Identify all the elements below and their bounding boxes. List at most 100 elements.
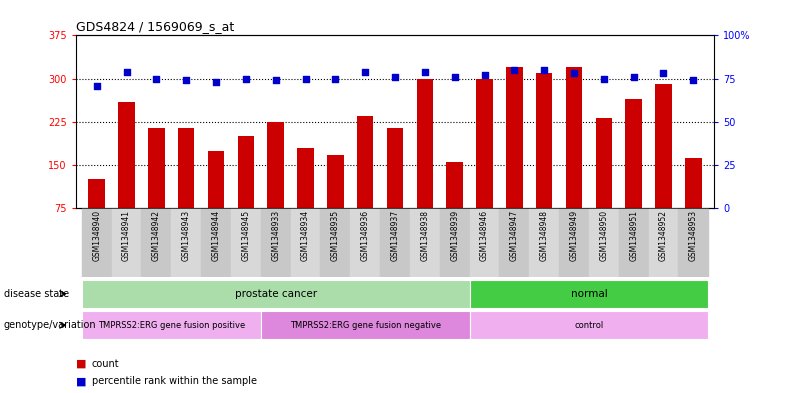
Bar — [298, 148, 314, 208]
Point — [359, 68, 372, 75]
Bar — [172, 208, 201, 277]
Point — [210, 79, 223, 85]
Point — [478, 72, 491, 78]
Point — [299, 75, 312, 82]
Bar — [500, 208, 529, 277]
Point — [508, 67, 521, 73]
Text: GSM1348947: GSM1348947 — [510, 210, 519, 261]
Bar — [410, 208, 440, 277]
Text: GSM1348939: GSM1348939 — [450, 210, 459, 261]
Point — [389, 74, 401, 80]
Text: normal: normal — [571, 289, 607, 299]
Bar — [178, 128, 195, 208]
Bar — [81, 208, 112, 277]
Text: genotype/variation: genotype/variation — [4, 320, 97, 330]
Text: GSM1348950: GSM1348950 — [599, 210, 608, 261]
Bar — [387, 128, 403, 208]
Bar — [566, 67, 583, 208]
Text: GSM1348940: GSM1348940 — [93, 210, 101, 261]
Bar — [469, 208, 500, 277]
Text: prostate cancer: prostate cancer — [235, 289, 317, 299]
Bar — [118, 102, 135, 208]
Bar — [89, 180, 105, 208]
Bar — [231, 208, 261, 277]
Text: GSM1348935: GSM1348935 — [331, 210, 340, 261]
Text: count: count — [92, 358, 120, 369]
Bar — [148, 128, 164, 208]
Bar — [446, 162, 463, 208]
Bar — [417, 79, 433, 208]
Bar — [267, 122, 284, 208]
Bar — [678, 208, 709, 277]
Text: GSM1348944: GSM1348944 — [211, 210, 220, 261]
Text: GSM1348936: GSM1348936 — [361, 210, 369, 261]
Text: GSM1348949: GSM1348949 — [570, 210, 579, 261]
Bar — [321, 208, 350, 277]
Text: GSM1348953: GSM1348953 — [689, 210, 697, 261]
Text: GSM1348942: GSM1348942 — [152, 210, 161, 261]
Point — [538, 67, 551, 73]
Text: GSM1348952: GSM1348952 — [659, 210, 668, 261]
Bar — [261, 208, 290, 277]
Bar — [536, 73, 552, 208]
Bar — [238, 136, 254, 208]
Bar — [350, 208, 380, 277]
Bar — [261, 311, 469, 339]
Text: GSM1348948: GSM1348948 — [539, 210, 549, 261]
Point — [329, 75, 342, 82]
Bar — [626, 99, 642, 208]
Text: GSM1348943: GSM1348943 — [182, 210, 191, 261]
Point — [239, 75, 252, 82]
Bar — [357, 116, 373, 208]
Text: control: control — [575, 321, 603, 330]
Bar — [112, 208, 141, 277]
Point — [567, 70, 580, 77]
Text: GSM1348934: GSM1348934 — [301, 210, 310, 261]
Text: TMPRSS2:ERG gene fusion negative: TMPRSS2:ERG gene fusion negative — [290, 321, 440, 330]
Text: percentile rank within the sample: percentile rank within the sample — [92, 376, 257, 386]
Bar — [380, 208, 410, 277]
Bar — [589, 208, 618, 277]
Bar — [506, 67, 523, 208]
Bar — [595, 118, 612, 208]
Bar — [81, 311, 261, 339]
Bar — [649, 208, 678, 277]
Point — [418, 68, 431, 75]
Point — [269, 77, 282, 83]
Text: ■: ■ — [76, 358, 86, 369]
Text: GSM1348941: GSM1348941 — [122, 210, 131, 261]
Bar — [81, 280, 469, 308]
Bar — [141, 208, 172, 277]
Bar — [469, 311, 709, 339]
Bar — [469, 280, 709, 308]
Point — [687, 77, 700, 83]
Point — [120, 68, 133, 75]
Point — [448, 74, 461, 80]
Bar — [290, 208, 321, 277]
Bar — [529, 208, 559, 277]
Bar — [685, 158, 701, 208]
Text: GSM1348937: GSM1348937 — [390, 210, 400, 261]
Bar — [655, 84, 672, 208]
Text: ■: ■ — [76, 376, 86, 386]
Bar — [201, 208, 231, 277]
Text: GSM1348951: GSM1348951 — [629, 210, 638, 261]
Text: GSM1348946: GSM1348946 — [480, 210, 489, 261]
Point — [180, 77, 192, 83]
Text: GDS4824 / 1569069_s_at: GDS4824 / 1569069_s_at — [76, 20, 234, 33]
Bar — [559, 208, 589, 277]
Point — [150, 75, 163, 82]
Text: GSM1348938: GSM1348938 — [421, 210, 429, 261]
Bar — [476, 79, 492, 208]
Bar — [327, 155, 344, 208]
Text: GSM1348933: GSM1348933 — [271, 210, 280, 261]
Bar — [207, 151, 224, 208]
Text: GSM1348945: GSM1348945 — [241, 210, 251, 261]
Bar — [440, 208, 469, 277]
Point — [627, 74, 640, 80]
Point — [90, 83, 103, 89]
Bar — [618, 208, 649, 277]
Point — [657, 70, 670, 77]
Text: disease state: disease state — [4, 289, 69, 299]
Point — [598, 75, 610, 82]
